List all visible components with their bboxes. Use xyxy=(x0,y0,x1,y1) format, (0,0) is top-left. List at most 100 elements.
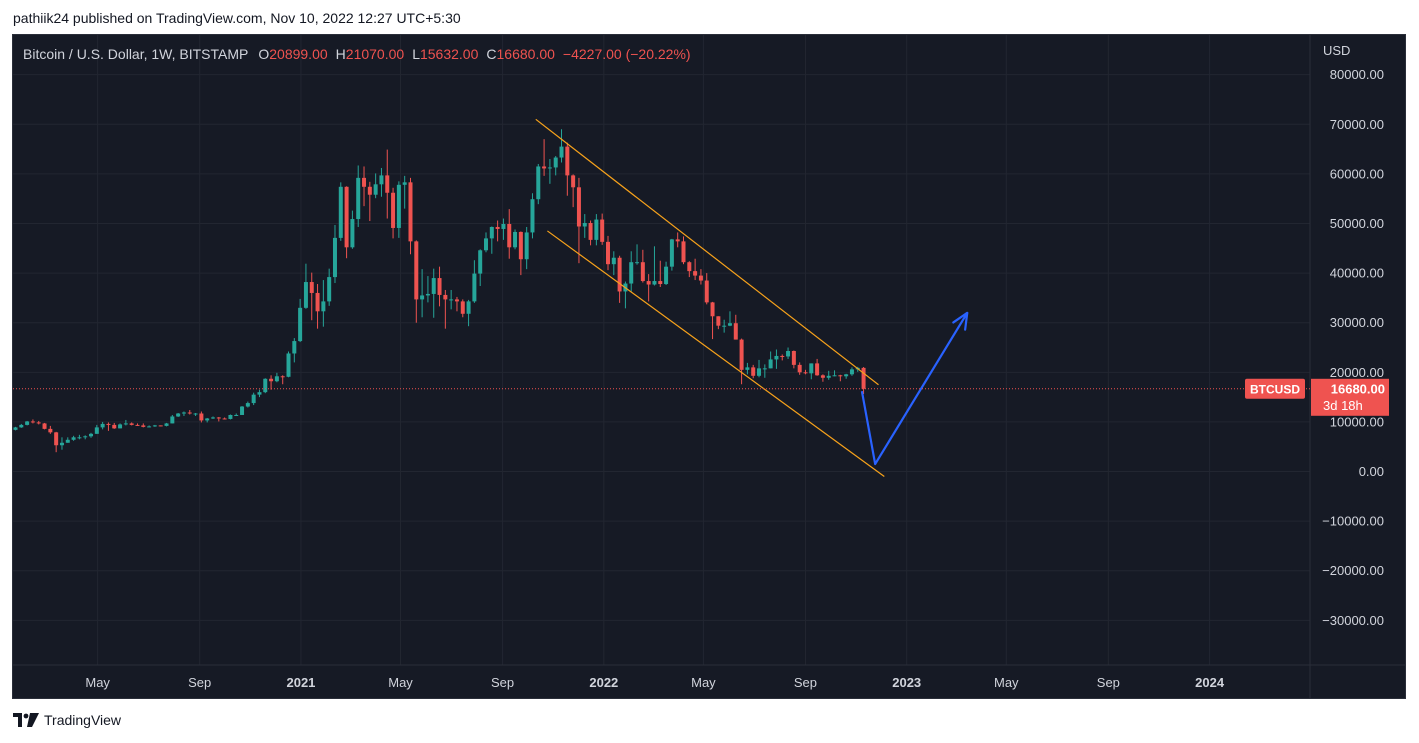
price-tick-label: 0.00 xyxy=(1359,464,1384,479)
candle-body xyxy=(704,280,709,303)
candle-body xyxy=(176,413,181,417)
candle-body xyxy=(263,378,268,393)
legend-close-label: C xyxy=(486,46,496,62)
channel-lower-line xyxy=(547,230,885,477)
drawings[interactable] xyxy=(535,118,969,477)
candle-body xyxy=(181,412,186,414)
candle-body xyxy=(48,428,53,433)
candle-body xyxy=(739,339,744,370)
candle-body xyxy=(745,367,750,370)
candle-body xyxy=(524,232,529,260)
candle-body xyxy=(559,146,564,158)
candle-body xyxy=(478,250,483,274)
candle-body xyxy=(338,186,343,238)
candle-body xyxy=(298,307,303,342)
candle-body xyxy=(565,146,570,176)
candle-body xyxy=(588,223,593,240)
projection-arrow-line xyxy=(860,312,969,466)
candle-body xyxy=(757,368,762,376)
legend-open-label: O xyxy=(258,46,269,62)
legend-open: 20899.00 xyxy=(269,46,328,62)
candle-body xyxy=(327,277,332,302)
candle-body xyxy=(797,364,802,373)
candle-body xyxy=(681,241,686,263)
candle-body xyxy=(495,226,500,229)
candle-body xyxy=(77,437,82,439)
candle-body xyxy=(164,423,169,426)
time-tick-label: Sep xyxy=(491,675,514,690)
candle-body xyxy=(652,281,657,285)
candle-body xyxy=(425,293,430,296)
candle-body xyxy=(379,175,384,185)
candlestick-chart[interactable]: May Sep 2021 May Sep 2022 May Sep 2023 May Sep 2024… xyxy=(13,35,1405,698)
candle-body xyxy=(59,442,64,446)
time-tick-label: Sep xyxy=(1097,675,1120,690)
legend-low-label: L xyxy=(412,46,420,62)
candle-body xyxy=(30,421,35,423)
symbol-tag-bg xyxy=(1245,378,1305,399)
candle-body xyxy=(54,432,59,446)
candle-body xyxy=(100,423,105,428)
price-tick-label: −30000.00 xyxy=(1322,613,1384,628)
time-tick-label: Sep xyxy=(188,675,211,690)
candle-body xyxy=(449,299,454,301)
candle-body xyxy=(89,433,94,437)
candle-body xyxy=(420,295,425,300)
candle-body xyxy=(687,262,692,272)
price-tick-label: 80000.00 xyxy=(1330,67,1384,82)
price-tick-label: 40000.00 xyxy=(1330,266,1384,281)
candle-body xyxy=(269,378,274,382)
candle-body xyxy=(780,355,785,357)
price-tag-label: 16680.00 xyxy=(1331,381,1385,396)
candle-body xyxy=(193,413,198,415)
candle-body xyxy=(826,375,831,378)
candle-body xyxy=(507,224,512,248)
candle-body xyxy=(611,257,616,265)
candle-body xyxy=(222,418,227,420)
candle-body xyxy=(286,353,291,377)
chart-panel[interactable]: May Sep 2021 May Sep 2022 May Sep 2023 May Sep 2024… xyxy=(12,34,1406,699)
candle-body xyxy=(693,271,698,276)
countdown-label: 3d 18h xyxy=(1323,398,1363,413)
last-price: BTCUSD 16680.00 3d 18h xyxy=(13,378,1389,416)
candle-body xyxy=(635,262,640,264)
channel-upper-line xyxy=(535,118,879,386)
candle-body xyxy=(605,241,610,265)
candle-body xyxy=(135,424,140,426)
candle-body xyxy=(309,282,314,293)
candle-body xyxy=(385,175,390,193)
candle-body xyxy=(861,367,866,389)
candle-body xyxy=(129,423,134,425)
candle-body xyxy=(553,157,558,168)
legend-low: 15632.00 xyxy=(420,46,479,62)
candle-body xyxy=(199,413,204,421)
time-tick-label: 2022 xyxy=(589,675,618,690)
candle-body xyxy=(292,341,297,354)
candle-body xyxy=(629,262,634,284)
candle-body xyxy=(460,301,465,314)
candle-body xyxy=(187,412,192,414)
candle-body xyxy=(600,219,605,242)
candle-body xyxy=(751,367,756,376)
candle-body xyxy=(42,423,47,429)
price-tick-label: 10000.00 xyxy=(1330,414,1384,429)
candle-body xyxy=(571,175,576,188)
candle-body xyxy=(518,231,523,260)
footer[interactable]: TradingView xyxy=(13,712,121,728)
candle-body xyxy=(245,403,250,407)
candle-body xyxy=(786,350,791,357)
candle-body xyxy=(13,427,18,430)
candle-body xyxy=(501,224,506,229)
candle-body xyxy=(542,166,547,169)
candle-body xyxy=(25,421,30,425)
candle-body xyxy=(698,275,703,281)
candle-body xyxy=(402,182,407,185)
time-tick-label: Sep xyxy=(794,675,817,690)
candle-body xyxy=(158,425,163,427)
legend-change: −4227.00 (−20.22%) xyxy=(563,46,691,62)
candle-body xyxy=(303,282,308,308)
time-tick-label: May xyxy=(994,675,1019,690)
candle-body xyxy=(321,301,326,312)
price-tick-label: 50000.00 xyxy=(1330,216,1384,231)
price-tick-label: 70000.00 xyxy=(1330,117,1384,132)
